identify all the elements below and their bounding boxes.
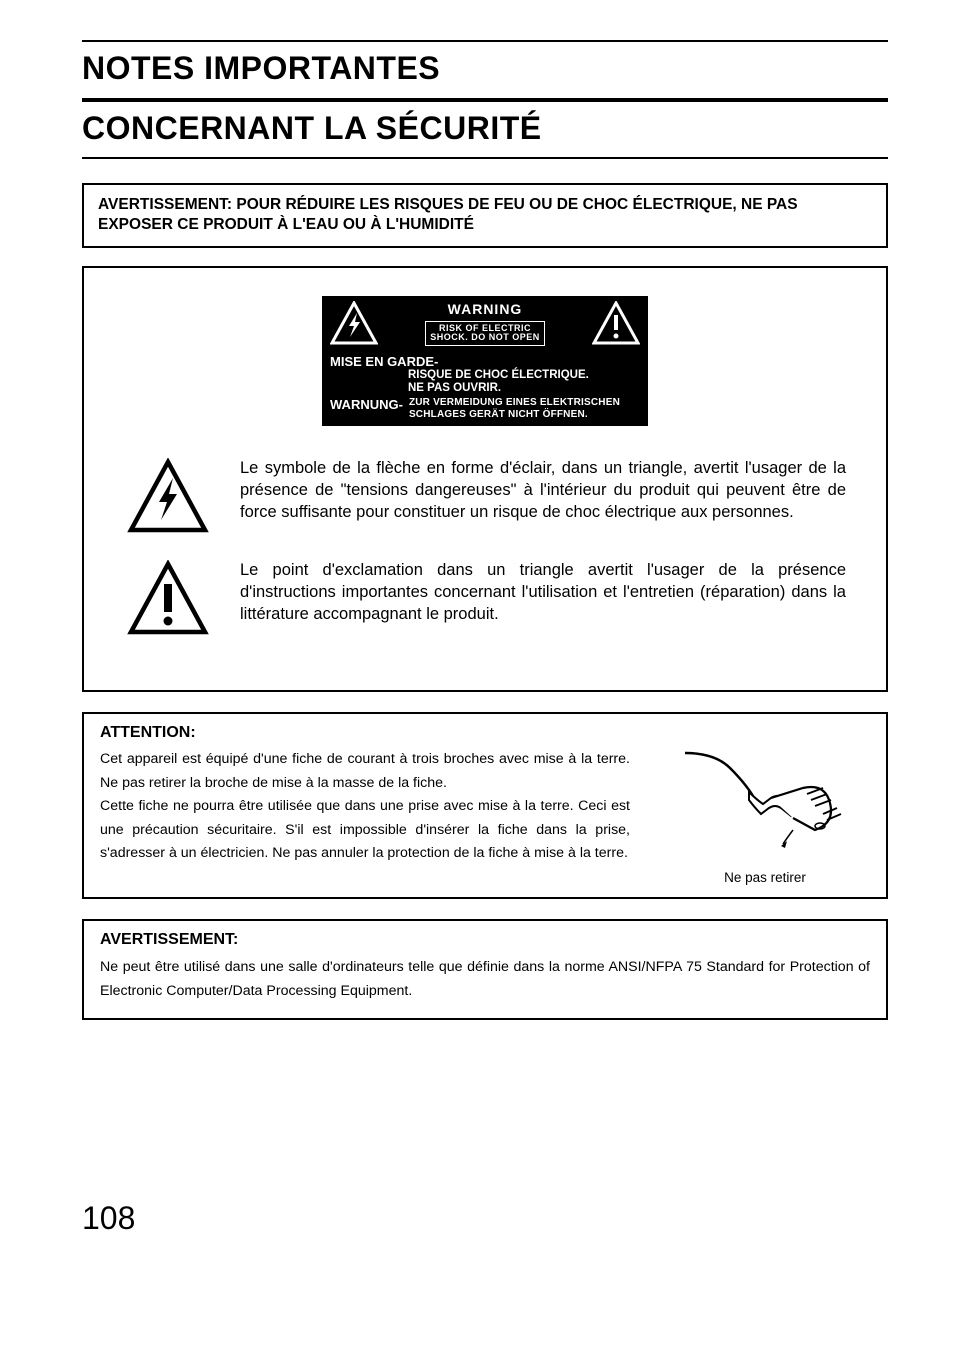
page-title-line-1: NOTES IMPORTANTES bbox=[82, 40, 888, 100]
warning-de-2: SCHLAGES GERÄT NICHT ÖFFNEN. bbox=[409, 409, 620, 421]
attention-p1: Cet appareil est équipé d'une fiche de c… bbox=[100, 751, 630, 790]
title-text-1: NOTES IMPORTANTES bbox=[82, 48, 888, 90]
warning-bar-text: AVERTISSEMENT: POUR RÉDUIRE LES RISQUES … bbox=[98, 196, 798, 232]
warning-fr-row: MISE EN GARDE- bbox=[330, 354, 640, 369]
attention-title: ATTENTION: bbox=[100, 724, 870, 742]
plug-figure: Ne pas retirer bbox=[660, 748, 870, 885]
warning-de-1: ZUR VERMEIDUNG EINES ELEKTRISCHEN bbox=[409, 397, 620, 409]
warning-block: WARNING RISK OF ELECTRIC SHOCK. DO NOT O… bbox=[322, 296, 648, 426]
attention-p2: Cette fiche ne pourra être utilisée que … bbox=[100, 798, 630, 861]
warning-fr-1: RISQUE DE CHOC ÉLECTRIQUE. bbox=[408, 369, 640, 382]
attention-box: ATTENTION: Cet appareil est équipé d'une… bbox=[82, 712, 888, 899]
warning-block-top: WARNING RISK OF ELECTRIC SHOCK. DO NOT O… bbox=[322, 296, 648, 350]
warning-block-bottom: MISE EN GARDE- RISQUE DE CHOC ÉLECTRIQUE… bbox=[322, 350, 648, 426]
bolt-triangle-small-left bbox=[326, 300, 382, 346]
warning-de-label: WARNUNG- bbox=[330, 397, 403, 412]
page-title-line-2: CONCERNANT LA SÉCURITÉ bbox=[82, 100, 888, 160]
exclamation-triangle-small-right bbox=[588, 300, 644, 346]
warning-de-row: WARNUNG- ZUR VERMEIDUNG EINES ELEKTRISCH… bbox=[330, 397, 640, 420]
symbols-box: WARNING RISK OF ELECTRIC SHOCK. DO NOT O… bbox=[82, 266, 888, 692]
warning-fr-2: NE PAS OUVRIR. bbox=[408, 382, 640, 395]
avertissement-box: AVERTISSEMENT: Ne peut être utilisé dans… bbox=[82, 919, 888, 1019]
warning-block-mid: WARNING RISK OF ELECTRIC SHOCK. DO NOT O… bbox=[386, 300, 584, 346]
plug-caption: Ne pas retirer bbox=[724, 870, 806, 885]
warning-de-text: ZUR VERMEIDUNG EINES ELEKTRISCHEN SCHLAG… bbox=[409, 397, 620, 420]
avertissement-title: AVERTISSEMENT: bbox=[100, 931, 870, 949]
warning-sub: RISK OF ELECTRIC SHOCK. DO NOT OPEN bbox=[425, 321, 545, 346]
warning-fr-label: MISE EN GARDE- bbox=[330, 354, 438, 369]
page: NOTES IMPORTANTES CONCERNANT LA SÉCURITÉ… bbox=[0, 0, 954, 1277]
symbol-row-exclamation: Le point d'exclamation dans un triangle … bbox=[124, 560, 846, 636]
plug-icon bbox=[675, 748, 855, 868]
title-text-2: CONCERNANT LA SÉCURITÉ bbox=[82, 108, 888, 150]
warning-label: WARNING bbox=[442, 300, 529, 319]
attention-text: Cet appareil est équipé d'une fiche de c… bbox=[100, 748, 630, 885]
bolt-triangle-icon bbox=[124, 458, 212, 534]
page-number: 108 bbox=[82, 1200, 888, 1237]
exclamation-triangle-icon bbox=[124, 560, 212, 636]
attention-row: Cet appareil est équipé d'une fiche de c… bbox=[100, 748, 870, 885]
symbol-row-bolt: Le symbole de la flèche en forme d'éclai… bbox=[124, 458, 846, 534]
bolt-text: Le symbole de la flèche en forme d'éclai… bbox=[240, 458, 846, 534]
exclamation-text: Le point d'exclamation dans un triangle … bbox=[240, 560, 846, 636]
warning-sub-2: SHOCK. DO NOT OPEN bbox=[430, 332, 540, 342]
warning-bar: AVERTISSEMENT: POUR RÉDUIRE LES RISQUES … bbox=[82, 183, 888, 248]
avertissement-text: Ne peut être utilisé dans une salle d'or… bbox=[100, 955, 870, 1003]
